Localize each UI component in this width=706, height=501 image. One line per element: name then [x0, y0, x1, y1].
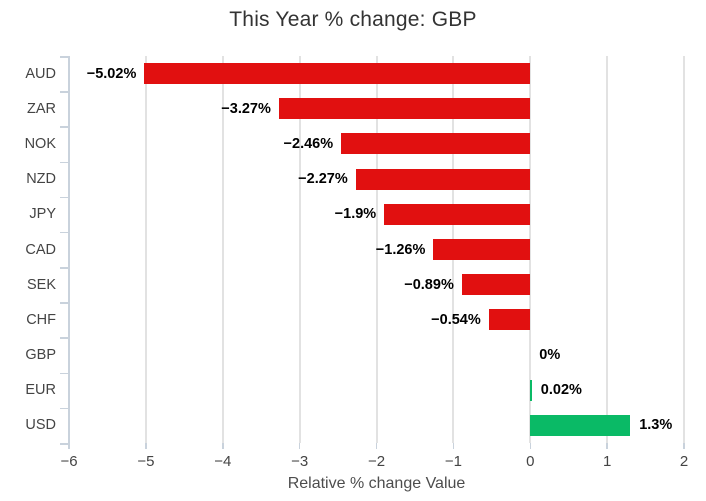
- x-tick-label: −5: [137, 453, 155, 470]
- y-axis-tick: [60, 56, 69, 58]
- gridline: [375, 56, 378, 443]
- y-axis-tick: [60, 196, 69, 199]
- x-axis-tick: [606, 443, 608, 449]
- category-label: CAD: [25, 241, 56, 258]
- x-tick-label: 2: [679, 453, 689, 470]
- category-label: JPY: [29, 206, 56, 223]
- category-label: ZAR: [27, 100, 56, 117]
- value-label: 0.02%: [540, 382, 582, 399]
- bar-positive: [530, 379, 532, 401]
- bar-negative: [144, 63, 531, 85]
- bar-negative: [278, 98, 531, 120]
- y-axis-tick: [60, 372, 69, 375]
- y-axis-tick: [60, 267, 69, 269]
- x-axis-tick: [298, 443, 301, 449]
- bar-negative: [341, 133, 531, 155]
- value-label: −2.46%: [283, 135, 334, 152]
- gridline: [144, 56, 147, 443]
- category-label: GBP: [25, 347, 56, 364]
- category-label: USD: [25, 417, 56, 434]
- x-tick-label: −4: [214, 453, 232, 470]
- gridline: [298, 56, 301, 443]
- y-axis-tick: [60, 407, 69, 410]
- value-label: −2.27%: [298, 171, 348, 188]
- value-label: 1.3%: [639, 417, 673, 434]
- chart-title: This Year % change: GBP: [229, 8, 477, 31]
- category-label: EUR: [25, 382, 56, 399]
- x-tick-label: 0: [526, 453, 535, 470]
- y-axis-tick: [60, 91, 69, 93]
- x-axis-tick: [222, 443, 224, 449]
- value-label: −0.89%: [404, 276, 454, 293]
- category-label: NZD: [26, 171, 56, 188]
- gridline: [529, 56, 532, 443]
- x-tick-label: −2: [367, 453, 386, 470]
- category-label: AUD: [25, 65, 56, 82]
- y-axis-tick: [60, 443, 69, 445]
- y-axis-tick: [60, 302, 69, 304]
- y-axis-tick: [60, 231, 69, 234]
- value-label: −0.54%: [431, 311, 481, 328]
- x-tick-label: −3: [291, 453, 309, 470]
- bar-negative: [461, 274, 531, 296]
- value-label: −5.02%: [86, 65, 137, 82]
- x-tick-label: −6: [60, 453, 78, 470]
- value-label: −3.27%: [221, 100, 271, 117]
- category-label: CHF: [26, 311, 56, 328]
- x-axis-tick: [683, 443, 685, 449]
- x-axis-tick: [529, 443, 531, 449]
- x-axis-tick: [375, 443, 378, 449]
- y-axis-tick: [60, 126, 69, 128]
- plot-area: AUD −5.02% ZAR −3.27% NOK −2.46% NZD −2.27% JPY −…: [25, 56, 688, 470]
- bar-negative: [433, 239, 531, 260]
- y-axis-tick: [60, 337, 69, 339]
- bar-negative: [355, 168, 531, 190]
- x-tick-label: −1: [444, 453, 462, 470]
- value-label: −1.9%: [334, 206, 377, 223]
- y-axis-tick: [60, 161, 69, 164]
- bar-positive: [530, 414, 631, 436]
- x-axis-tick: [145, 443, 147, 449]
- x-tick-label: 1: [602, 453, 612, 470]
- bar-negative: [384, 203, 531, 225]
- y-axis-line: [68, 56, 70, 443]
- gridline: [683, 56, 685, 443]
- value-label: −1.26%: [375, 241, 426, 258]
- gridline: [221, 56, 224, 443]
- value-label: 0%: [539, 347, 561, 364]
- x-axis-tick: [68, 443, 70, 449]
- bar-negative: [488, 309, 531, 331]
- category-label: SEK: [26, 276, 56, 293]
- x-axis-tick: [452, 443, 455, 449]
- gridline: [606, 56, 609, 443]
- x-axis-title: Relative % change Value: [287, 475, 466, 492]
- category-label: NOK: [24, 135, 56, 152]
